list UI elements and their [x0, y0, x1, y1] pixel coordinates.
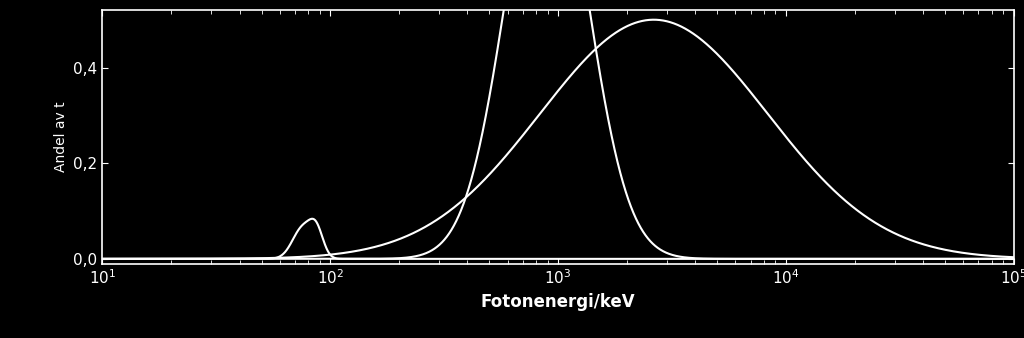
X-axis label: Fotonenergi/keV: Fotonenergi/keV — [480, 293, 636, 311]
Y-axis label: Andel av t: Andel av t — [54, 102, 68, 172]
